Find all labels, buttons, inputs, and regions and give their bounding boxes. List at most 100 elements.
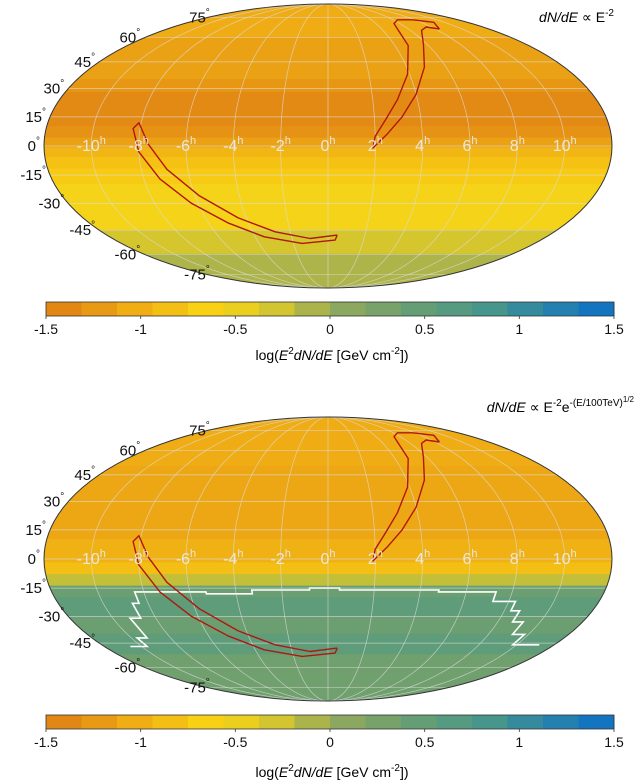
dec-tick-label: 15° xyxy=(25,520,46,539)
grid-meridian xyxy=(327,4,424,288)
colorbar-tick-label: 1 xyxy=(515,734,523,750)
ra-tick-label: -2h xyxy=(271,135,291,155)
colorbar-segment xyxy=(472,302,508,316)
dec-tick-label: 60° xyxy=(120,28,141,47)
dec-tick-label: -75° xyxy=(184,678,210,697)
grid-meridian xyxy=(185,4,329,288)
panel-title-2: dN/dE ∝ E-2e-(E/100TeV)1/2 xyxy=(487,395,634,415)
ra-tick-label: -4h xyxy=(223,135,243,155)
skymap-panel-1: 10h 8h 6h 4h 2h 0h -2h -4h -6h -8h -10h 75° 60° 45° 3… xyxy=(20,3,624,363)
ra-tick-label: -10h xyxy=(77,548,106,568)
colorbar-segment xyxy=(81,715,118,729)
colorbar-tick-label: 1.5 xyxy=(604,734,624,750)
colorbar-tick-label: 0.5 xyxy=(415,734,435,750)
source-contour xyxy=(132,121,338,245)
grid-meridian xyxy=(138,417,329,701)
dec-labels-2: 75° 60° 45° 30° 15° 0° -15° -30°-45° -60° -75° xyxy=(20,420,209,696)
dec-tick-label: 0° xyxy=(28,136,40,155)
dec-tick-label: 30° xyxy=(44,492,65,511)
skymap-panel-2: 10h 8h 6h 4h 2h 0h -2h -4h -6h -8h -10h 75° 60° 45° 3… xyxy=(20,395,634,780)
colorbar-tick-label: -1.5 xyxy=(34,734,58,750)
colorbar-segment xyxy=(330,302,366,316)
dec-tick-label: -15° xyxy=(20,578,46,597)
ra-tick-label: 0h xyxy=(320,135,335,155)
colorbar-tick-label: 0 xyxy=(326,321,334,337)
source-contours-2 xyxy=(132,432,440,658)
colorbar-tick-label: -0.5 xyxy=(223,321,247,337)
grid-meridian xyxy=(232,417,329,701)
grid-meridian xyxy=(327,417,518,701)
grid-meridian xyxy=(280,4,329,288)
dec-tick-label: 30° xyxy=(44,79,65,98)
grid-meridian xyxy=(327,4,471,288)
colorbar-segment xyxy=(46,302,82,316)
colorbar-segment xyxy=(259,715,295,729)
ra-tick-label: -8h xyxy=(129,135,149,155)
colorbar-ticks-2: -1.5 -1 -0.5 0 0.5 1 1.5 xyxy=(34,729,624,750)
sky-outline-2 xyxy=(43,416,613,702)
colorbar-segment xyxy=(365,302,402,316)
colorbar-tick-label: -1 xyxy=(134,321,147,337)
ra-labels-1: 10h 8h 6h 4h 2h 0h -2h -4h -6h -8h -10h xyxy=(77,135,577,155)
ra-tick-label: 6h xyxy=(462,135,477,155)
colorbar-segment xyxy=(578,302,615,316)
colorbar-segment xyxy=(543,715,579,729)
colorbar-segment xyxy=(543,302,579,316)
colorbar-segment xyxy=(81,302,118,316)
colorbar-segment xyxy=(152,302,189,316)
dec-tick-label: -15° xyxy=(20,165,46,184)
colorbar-segment xyxy=(472,715,508,729)
panel-title-1: dN/dE ∝ E-2 xyxy=(539,8,614,25)
colorbar-tick-label: -0.5 xyxy=(223,734,247,750)
ra-tick-label: -6h xyxy=(176,548,196,568)
grid-meridian xyxy=(232,4,329,288)
grid-meridian xyxy=(185,417,329,701)
colorbar-segment xyxy=(330,715,366,729)
dec-tick-label: -75° xyxy=(184,265,210,284)
dec-tick-label: -45° xyxy=(69,633,95,652)
ra-tick-label: 10h xyxy=(553,135,577,155)
ra-tick-label: 2h xyxy=(368,135,383,155)
source-contour xyxy=(372,432,440,562)
colorbar-segment xyxy=(117,715,153,729)
dec-tick-label: 45° xyxy=(74,52,95,71)
ra-labels-2: 10h 8h 6h 4h 2h 0h -2h -4h -6h -8h -10h xyxy=(77,548,577,568)
colorbar-segment xyxy=(578,715,615,729)
colorbar-tick-label: 1 xyxy=(515,321,523,337)
ra-tick-label: -2h xyxy=(271,548,291,568)
colorbar-segment xyxy=(223,715,260,729)
colorbar-segment xyxy=(188,302,224,316)
source-contours-1 xyxy=(132,19,440,245)
dec-tick-label: 15° xyxy=(25,107,46,126)
dec-tick-label: -45° xyxy=(69,220,95,239)
grid-meridian xyxy=(90,4,329,288)
sky-outline-1 xyxy=(43,3,613,289)
colorbar-label-2: log(E2dN/dE [GeV cm-2]) xyxy=(255,763,408,780)
colorbar-segment xyxy=(46,715,82,729)
ra-tick-label: -6h xyxy=(176,135,196,155)
colorbar-segment xyxy=(401,302,437,316)
colorbar-tick-label: 0 xyxy=(326,734,334,750)
dec-tick-label: 75° xyxy=(189,420,210,439)
ra-tick-label: 6h xyxy=(462,548,477,568)
colorbar-segment xyxy=(436,715,473,729)
ra-tick-label: 8h xyxy=(510,548,525,568)
ra-tick-label: -4h xyxy=(223,548,243,568)
dec-tick-label: 60° xyxy=(120,441,141,460)
dec-tick-label: 75° xyxy=(189,7,210,26)
grid-meridian xyxy=(280,417,329,701)
colorbar-segment xyxy=(259,302,295,316)
colorbar-1 xyxy=(45,301,615,317)
dec-tick-label: 0° xyxy=(28,549,40,568)
grid-meridian xyxy=(327,417,566,701)
ra-tick-label: 2h xyxy=(368,548,383,568)
colorbar-segment xyxy=(365,715,402,729)
colorbar-segment xyxy=(294,715,331,729)
grid-meridian xyxy=(327,417,424,701)
colorbar-segment xyxy=(294,302,331,316)
source-contour xyxy=(132,535,338,658)
colorbar-segment xyxy=(401,715,437,729)
colorbar-segment xyxy=(436,302,473,316)
colorbar-segment xyxy=(188,715,224,729)
